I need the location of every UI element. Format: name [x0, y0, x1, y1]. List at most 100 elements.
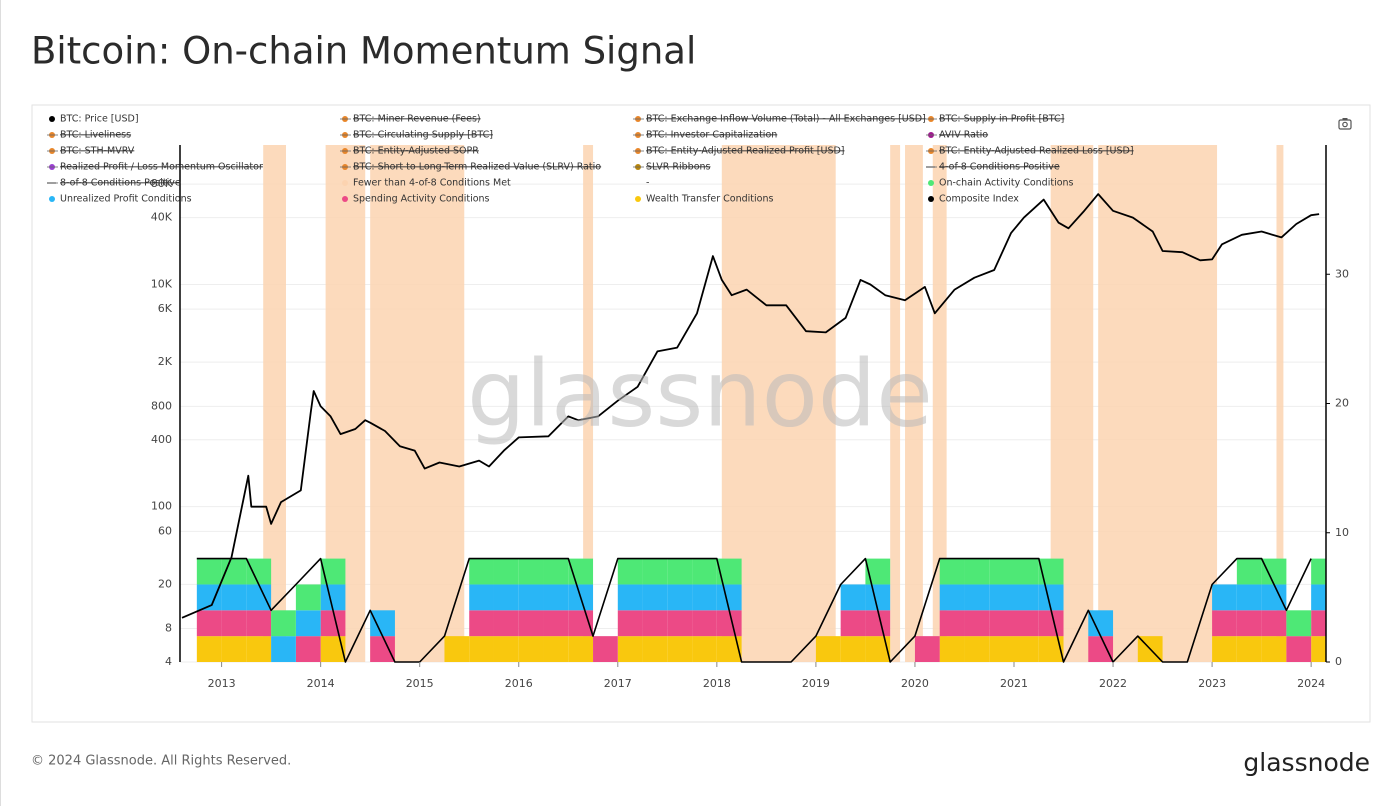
condition-segment — [964, 584, 990, 611]
condition-segment — [1038, 610, 1064, 637]
legend-label: BTC: Liveliness — [60, 130, 131, 141]
condition-segment — [865, 636, 891, 662]
condition-segment — [840, 610, 866, 637]
condition-segment — [617, 558, 643, 585]
condition-segment — [1261, 610, 1287, 637]
legend-label: BTC: Entity-Adjusted Realized Profit [US… — [646, 146, 845, 157]
legend-marker — [928, 196, 934, 202]
camera-lens — [1342, 121, 1348, 128]
condition-segment — [1236, 636, 1262, 662]
condition-segment — [692, 610, 717, 637]
legend-item[interactable]: SLVR Ribbons — [633, 162, 711, 173]
legend-label: Spending Activity Conditions — [353, 194, 490, 205]
condition-segment — [1261, 584, 1287, 611]
condition-segment — [716, 636, 742, 662]
condition-segment — [1212, 636, 1237, 662]
condition-segment — [667, 558, 693, 585]
legend-item[interactable]: BTC: Entity-Adjusted Realized Profit [US… — [633, 146, 845, 157]
legend-label: Unrealized Profit Conditions — [60, 194, 192, 205]
condition-segment — [865, 584, 891, 611]
legend-item[interactable]: BTC: Price [USD] — [49, 114, 139, 125]
legend-label: Wealth Transfer Conditions — [646, 194, 773, 205]
y-tick-label: 40K — [151, 211, 173, 224]
legend-item[interactable]: BTC: Exchange Inflow Volume (Total) - Al… — [633, 114, 926, 125]
legend-item[interactable]: AVIV Ratio — [926, 130, 988, 141]
legend-item[interactable]: Spending Activity Conditions — [342, 194, 490, 205]
legend-item[interactable]: Fewer than 4-of-8 Conditions Met — [342, 178, 511, 189]
shaded-period — [905, 145, 923, 662]
legend-item[interactable]: BTC: Entity-Adjusted Realized Loss [USD] — [926, 146, 1134, 157]
legend-item[interactable]: Wealth Transfer Conditions — [635, 194, 773, 205]
x-tick-label: 2015 — [406, 677, 434, 690]
condition-segment — [196, 636, 222, 662]
condition-segment — [939, 558, 965, 585]
legend-marker — [342, 180, 348, 186]
condition-segment — [667, 636, 693, 662]
condition-segment — [667, 584, 693, 611]
legend-marker — [342, 196, 348, 202]
x-tick-label: 2017 — [604, 677, 632, 690]
legend-item[interactable]: BTC: Investor Capitalization — [633, 130, 777, 141]
condition-segment — [1212, 610, 1237, 637]
legend-item[interactable]: BTC: Liveliness — [47, 130, 131, 141]
legend-label: BTC: Circulating Supply [BTC] — [353, 130, 493, 141]
shaded-period — [890, 145, 901, 662]
legend-item[interactable]: BTC: Miner Revenue (Fees) — [340, 114, 481, 125]
legend-item[interactable]: Composite Index — [928, 194, 1019, 205]
legend-item[interactable]: BTC: Entity-Adjusted SOPR — [340, 146, 479, 157]
legend-item[interactable]: BTC: Supply in Profit [BTC] — [926, 114, 1064, 125]
chart-frame — [31, 104, 1371, 723]
y-tick-label: 100 — [151, 500, 172, 513]
x-tick-label: 2022 — [1099, 677, 1127, 690]
legend-item[interactable]: Realized Profit / Loss Momentum Oscillat… — [47, 162, 263, 173]
condition-segment — [815, 636, 841, 662]
condition-segment — [493, 584, 519, 611]
legend-item[interactable]: 8-of-8 Conditions Positive — [47, 178, 181, 189]
shaded-period — [263, 145, 286, 662]
condition-segment — [221, 636, 247, 662]
shaded-period — [932, 145, 947, 662]
legend-item[interactable]: 4-of-8 Conditions Positive — [926, 162, 1060, 173]
condition-segment — [692, 558, 717, 585]
condition-segment — [493, 558, 519, 585]
condition-segment — [865, 558, 891, 585]
condition-segment — [939, 636, 965, 662]
condition-segment — [469, 636, 494, 662]
y-tick-label: 80K — [151, 177, 173, 190]
condition-segment — [1311, 584, 1326, 611]
legend-item[interactable]: On-chain Activity Conditions — [928, 178, 1074, 189]
x-tick-label: 2021 — [1000, 677, 1028, 690]
legend-label: Fewer than 4-of-8 Conditions Met — [353, 178, 511, 189]
legend-label: AVIV Ratio — [939, 130, 988, 141]
condition-segment — [914, 636, 940, 662]
condition-segment — [370, 610, 395, 637]
condition-segment — [939, 610, 965, 637]
condition-segment — [1212, 584, 1237, 611]
legend-item[interactable]: BTC: Circulating Supply [BTC] — [340, 130, 493, 141]
legend-item[interactable]: Unrealized Profit Conditions — [49, 194, 192, 205]
legend-item[interactable]: - — [646, 178, 649, 189]
legend-marker — [49, 116, 55, 122]
condition-segment — [444, 636, 470, 662]
condition-segment — [246, 610, 272, 637]
x-tick-label: 2019 — [802, 677, 830, 690]
camera-icon[interactable] — [1338, 118, 1352, 130]
condition-segment — [295, 584, 321, 611]
plot-area — [180, 145, 1326, 663]
condition-segment — [1236, 610, 1262, 637]
legend-label: BTC: Entity-Adjusted Realized Loss [USD] — [939, 146, 1134, 157]
y-tick-label: 2K — [158, 355, 173, 368]
condition-segment — [1236, 584, 1262, 611]
legend-item[interactable]: BTC: Short to Long-Term Realized Value (… — [340, 162, 601, 173]
composite-line — [196, 557, 1312, 663]
condition-segment — [295, 636, 321, 662]
condition-segment — [1311, 558, 1326, 585]
legend-item[interactable]: BTC: STH-MVRV — [47, 146, 135, 157]
legend-label: On-chain Activity Conditions — [939, 178, 1074, 189]
legend-label: BTC: Exchange Inflow Volume (Total) - Al… — [646, 114, 926, 125]
condition-segment — [1013, 558, 1039, 585]
condition-segment — [617, 636, 643, 662]
condition-segment — [271, 636, 296, 662]
condition-segment — [493, 610, 519, 637]
